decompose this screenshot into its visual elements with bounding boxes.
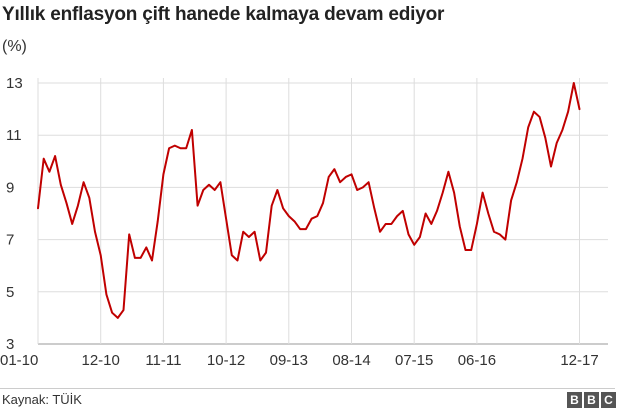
y-axis-unit-label: (%) xyxy=(2,38,27,55)
x-tick-label-3: 10-12 xyxy=(207,352,245,369)
y-tick-label-9: 9 xyxy=(6,179,14,196)
bbc-logo: B B C xyxy=(567,392,616,408)
x-tick-label-6: 07-15 xyxy=(395,352,433,369)
y-tick-label-3: 3 xyxy=(6,336,14,353)
x-tick-label-7: 06-16 xyxy=(458,352,496,369)
y-tick-label-13: 13 xyxy=(6,75,23,92)
y-axis-ticks: 3 5 7 9 11 13 xyxy=(6,75,23,353)
series-layer xyxy=(37,82,581,319)
bbc-logo-letter-b2: B xyxy=(584,392,599,408)
x-tick-label-4: 09-13 xyxy=(270,352,308,369)
x-tick-label-0: 01-10 xyxy=(0,352,38,369)
x-tick-label-2: 11-11 xyxy=(145,352,181,369)
source-note: Kaynak: TÜİK xyxy=(2,392,82,407)
footer-divider xyxy=(0,388,615,389)
chart-title: Yıllık enflasyon çift hanede kalmaya dev… xyxy=(2,4,445,25)
bbc-logo-letter-b1: B xyxy=(567,392,582,408)
y-tick-label-7: 7 xyxy=(6,232,14,249)
series-line-0 xyxy=(37,82,581,319)
y-tick-label-5: 5 xyxy=(6,284,14,301)
y-tick-label-11: 11 xyxy=(6,127,22,144)
bbc-logo-letter-c: C xyxy=(601,392,616,408)
x-tick-label-5: 08-14 xyxy=(332,352,370,369)
x-axis-ticks: 01-10 12-10 11-11 10-12 09-13 08-14 07-15 06-16… xyxy=(0,352,599,369)
x-tick-label-1: 12-10 xyxy=(82,352,120,369)
x-tick-label-8: 12-17 xyxy=(560,352,598,369)
grid xyxy=(37,78,608,345)
